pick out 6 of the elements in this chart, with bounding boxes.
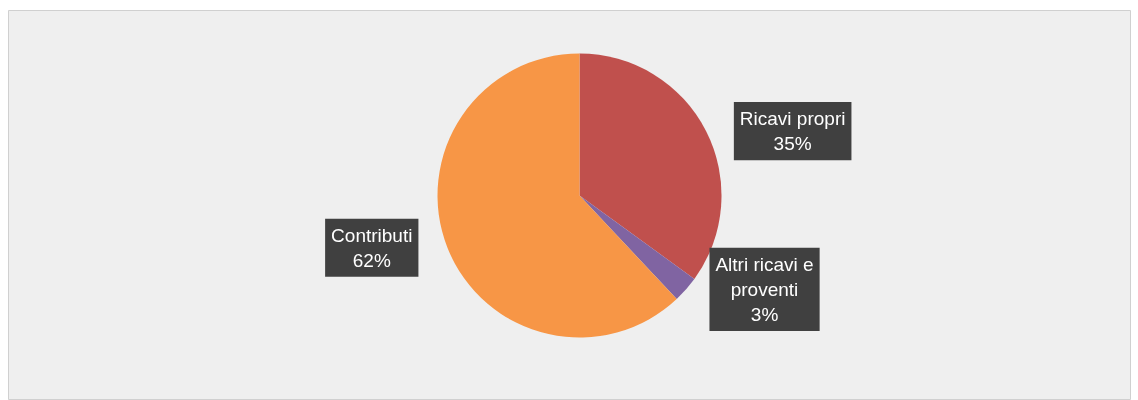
data-label: 3%	[750, 304, 779, 326]
slice-label: Ricavi propri	[739, 107, 846, 129]
data-label: 62%	[352, 249, 391, 271]
data-label: 35%	[773, 133, 812, 155]
slice-label: Contributi	[331, 224, 413, 246]
slice-label: Altri ricavi e proventi	[715, 253, 814, 300]
